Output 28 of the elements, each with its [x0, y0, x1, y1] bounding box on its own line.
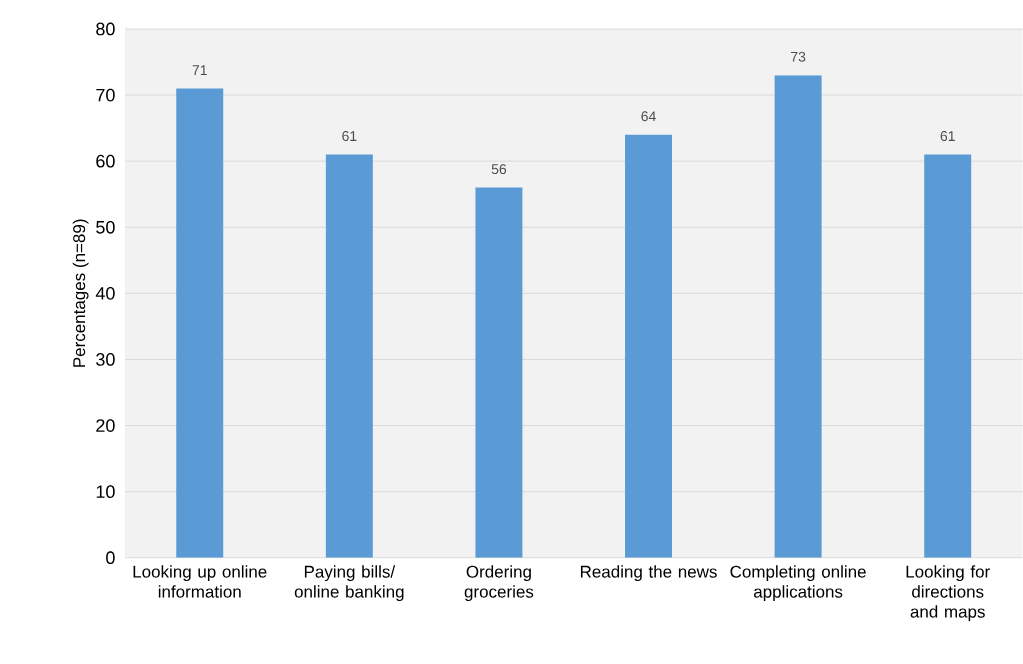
data-label: 64: [641, 111, 656, 122]
data-label: 56: [491, 164, 507, 175]
y-tick-label: 20: [96, 419, 115, 433]
x-tick-label: Looking up online information: [133, 565, 267, 598]
y-tick-label: 0: [106, 551, 115, 565]
y-tick-label: 40: [95, 287, 115, 300]
data-label: 61: [940, 131, 955, 142]
bar: [924, 154, 972, 558]
y-tick-label: 60: [96, 154, 115, 168]
data-label: 71: [192, 65, 207, 76]
bar: [325, 154, 373, 558]
x-tick-label: Looking for directions and maps: [906, 565, 990, 622]
bar: [774, 75, 822, 558]
y-tick-label: 70: [96, 88, 115, 102]
bar: [625, 134, 673, 558]
bar: [475, 187, 523, 558]
x-tick-label: Paying bills/ online banking: [294, 565, 404, 602]
y-axis-title: Percentages (n=89): [72, 219, 89, 367]
data-label: 61: [342, 131, 357, 142]
bar: [176, 88, 224, 558]
x-tick-label: Ordering groceries: [464, 565, 534, 602]
y-tick-label: 50: [96, 221, 115, 234]
data-label: 73: [791, 51, 806, 62]
y-tick-label: 30: [96, 353, 115, 366]
x-tick-label: Reading the news: [580, 565, 717, 582]
x-tick-label: Completing online applications: [730, 565, 866, 602]
y-tick-label: 10: [96, 485, 115, 499]
y-tick-label: 80: [96, 22, 115, 36]
